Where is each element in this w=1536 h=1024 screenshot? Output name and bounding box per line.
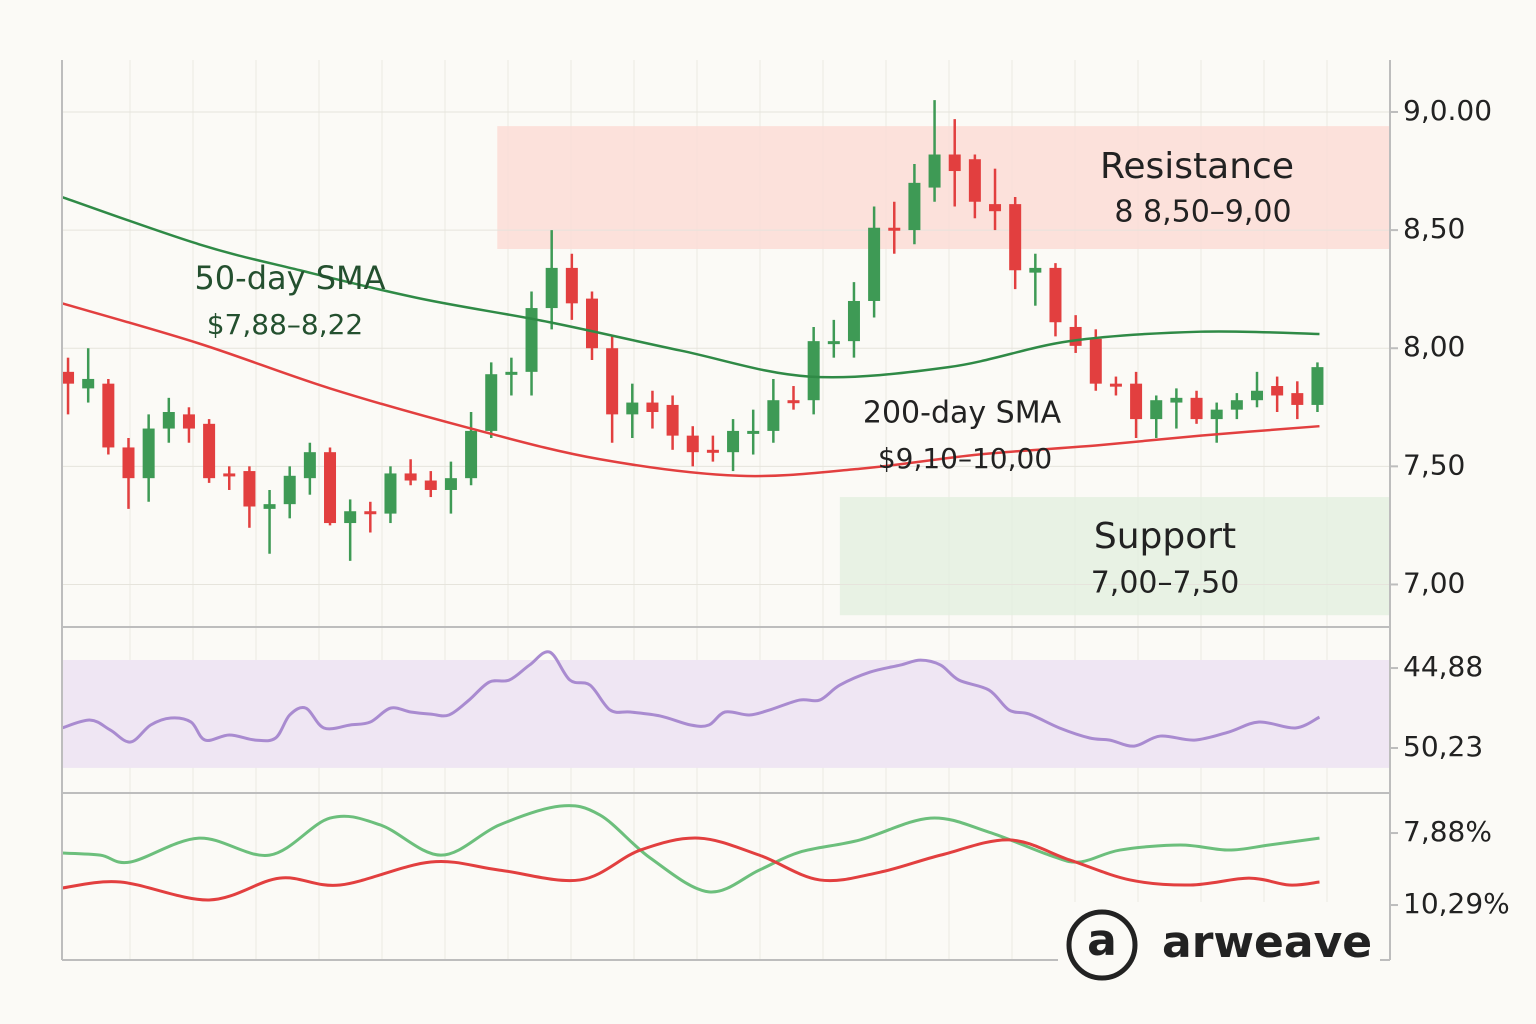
candle-body [888, 227, 901, 231]
candle-body [666, 404, 679, 436]
candle-body [1029, 267, 1042, 273]
candle-body [1271, 386, 1284, 396]
candle-body [424, 480, 437, 490]
candle-body [1190, 397, 1203, 420]
indicator-band [62, 659, 1390, 768]
annotation: $7,88–8,22 [207, 308, 364, 341]
logo-background [1058, 902, 1380, 988]
candle-body [1009, 204, 1022, 271]
candle-body [565, 267, 578, 304]
candle-body [182, 414, 195, 429]
candle-body [626, 402, 639, 415]
candle-body [162, 412, 175, 429]
candle-body [1049, 267, 1062, 323]
candle-body [203, 423, 216, 479]
candle-body [122, 447, 135, 479]
candle-body [303, 452, 316, 479]
candle-body [1089, 338, 1102, 384]
candle-body [364, 511, 377, 515]
candle-body [324, 452, 337, 524]
candle-body [706, 449, 719, 453]
candle-body [344, 511, 357, 524]
candle-body [585, 298, 598, 349]
candle-body [827, 341, 840, 345]
candle-body [485, 374, 498, 431]
candle-body [747, 430, 760, 434]
candle-body [465, 430, 478, 479]
candle-body [646, 402, 659, 413]
y-tick-label: 44,88 [1403, 650, 1483, 683]
candle-body [1069, 326, 1082, 346]
zone [497, 126, 1390, 249]
candle-body [223, 473, 236, 477]
candle-body [1311, 367, 1324, 405]
line [61, 195, 1320, 379]
chart-area: 9,0.00 8,50 8,00 7,50 7,00 50-day SMA $7,88–8,… [61, 60, 1510, 960]
candle-body [606, 348, 619, 415]
candle-body [263, 504, 276, 509]
candle-body [82, 378, 95, 389]
candle-body [908, 182, 921, 231]
y-tick-label: 8,50 [1403, 212, 1465, 245]
annotation: 8 8,50–9,00 [1114, 195, 1291, 230]
annotation: 50-day SMA [194, 259, 385, 297]
candle-body [948, 154, 961, 172]
candle-body [404, 473, 417, 481]
candle-body [847, 300, 860, 342]
y-tick-label: 50,23 [1403, 730, 1483, 763]
candle-body [928, 154, 941, 188]
y-tick-label: 7,88% [1403, 815, 1492, 848]
y-tick-label: 8,00 [1403, 330, 1465, 363]
y-tick-label: 7,50 [1403, 448, 1465, 481]
candle-body [505, 371, 518, 375]
candle-body [243, 471, 256, 507]
line [61, 650, 1321, 748]
candle-body [1291, 393, 1304, 405]
annotation: 7,00–7,50 [1091, 566, 1240, 601]
line [61, 836, 1320, 902]
zone [839, 497, 1390, 616]
candle-body [767, 400, 780, 431]
candle-body [62, 371, 75, 384]
candle-body [283, 475, 296, 505]
logo-text: arweave [1162, 917, 1372, 968]
candle-body [1170, 397, 1183, 403]
candle-body [989, 204, 1002, 212]
candle-body [525, 308, 538, 372]
candle-body [686, 435, 699, 453]
candle-body [1150, 400, 1163, 420]
candle-body [968, 159, 981, 202]
logo: a arweave [1058, 902, 1380, 988]
y-tick-label: 7,00 [1403, 566, 1465, 599]
candle-body [1109, 383, 1122, 387]
candle-body [142, 428, 155, 479]
candle-body [727, 430, 740, 453]
annotation: Resistance [1100, 146, 1294, 187]
logo-mark: a [1087, 915, 1117, 966]
line [61, 302, 1320, 478]
candle-body [1210, 409, 1223, 420]
candle-body [868, 227, 881, 301]
candle-body [545, 267, 558, 309]
annotation: 200-day SMA [863, 396, 1062, 431]
y-tick-label: 10,29% [1403, 887, 1510, 920]
logo-circle [1066, 909, 1138, 981]
candle-body [384, 473, 397, 514]
candle-body [807, 341, 820, 401]
candle-body [1130, 383, 1143, 420]
annotation: Support [1094, 516, 1236, 557]
candle-body [787, 400, 800, 404]
y-tick-label: 9,0.00 [1403, 94, 1492, 127]
candle-body [102, 383, 115, 448]
candle-body [1230, 400, 1243, 410]
candle-body [444, 478, 457, 490]
line [61, 804, 1320, 894]
annotation: $9,10–10,00 [878, 442, 1052, 475]
candle-body [1250, 390, 1263, 401]
